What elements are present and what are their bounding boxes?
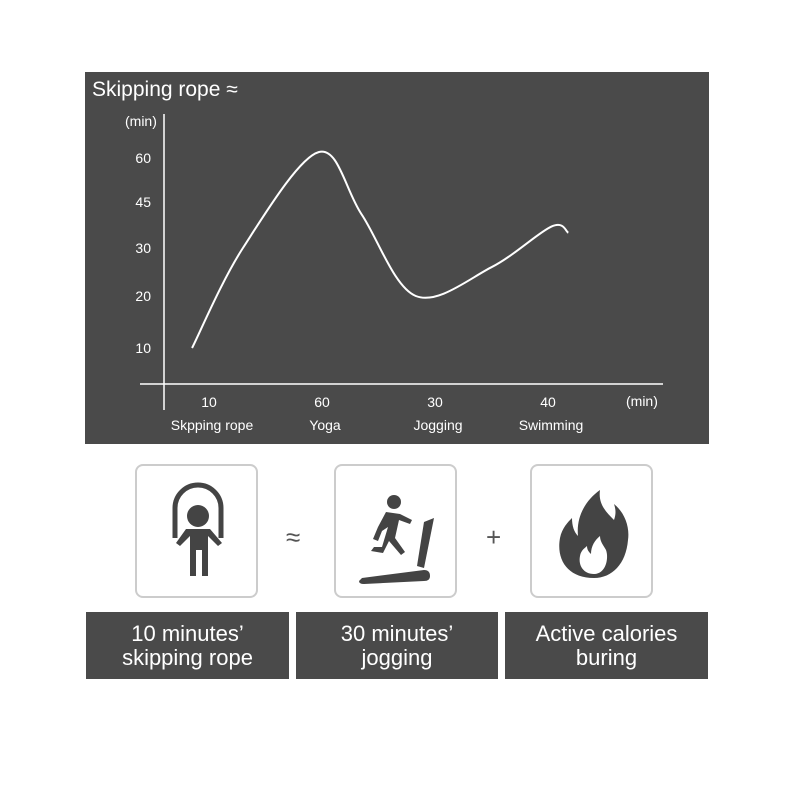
chart-title: Skipping rope ≈ bbox=[92, 78, 238, 101]
x-category-label: Skpping rope bbox=[171, 417, 254, 433]
x-category-label: Yoga bbox=[309, 417, 341, 433]
y-tick-label: 45 bbox=[135, 194, 151, 210]
x-tick-label: 30 bbox=[427, 394, 443, 410]
x-tick-label: 60 bbox=[314, 394, 330, 410]
y-tick-label: 10 bbox=[135, 340, 151, 356]
flame-card bbox=[530, 464, 653, 598]
flame-icon bbox=[559, 490, 629, 578]
treadmill-card bbox=[334, 464, 457, 598]
series-line bbox=[191, 150, 569, 349]
caption-calories: Active calories buring bbox=[505, 612, 708, 679]
approx-operator: ≈ bbox=[286, 522, 301, 552]
x-category-label: Swimming bbox=[519, 417, 584, 433]
caption-skipping-rope: 10 minutes’ skipping rope bbox=[86, 612, 289, 679]
jump-rope-icon bbox=[172, 482, 224, 576]
y-tick-label: 30 bbox=[135, 240, 151, 256]
x-category-label: Jogging bbox=[413, 417, 462, 433]
treadmill-runner-icon bbox=[359, 495, 434, 584]
y-tick-label: 60 bbox=[135, 150, 151, 166]
chart-panel: Skipping rope ≈ (min) (min) 10 20 30 45 60 10 Sk… bbox=[85, 72, 709, 444]
jump-rope-card bbox=[135, 464, 258, 598]
x-tick-label: 10 bbox=[201, 394, 217, 410]
plus-operator: + bbox=[486, 522, 502, 552]
x-tick-label: 40 bbox=[540, 394, 556, 410]
x-axis-label: (min) bbox=[626, 393, 658, 409]
y-tick-label: 20 bbox=[135, 288, 151, 304]
y-axis-label: (min) bbox=[125, 113, 157, 129]
chart: (min) (min) 10 20 30 45 60 10 Skpping rope 60 Yoga… bbox=[125, 113, 663, 433]
caption-jogging: 30 minutes’ jogging bbox=[296, 612, 498, 679]
